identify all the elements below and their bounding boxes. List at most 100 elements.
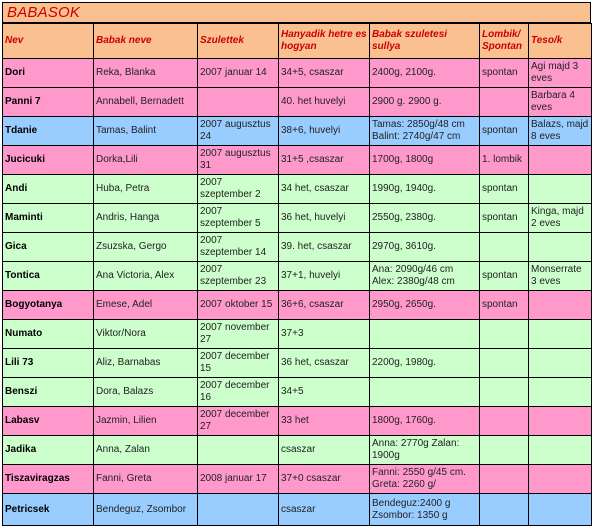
cell-lombik bbox=[479, 377, 529, 407]
cell-teso bbox=[528, 406, 592, 436]
cell-teso bbox=[528, 174, 592, 204]
cell-nev: Panni 7 bbox=[2, 87, 94, 117]
cell-babak-neve: Dorka,Lili bbox=[93, 145, 198, 175]
cell-teso bbox=[528, 319, 592, 349]
table-row: Dori Reka, Blanka 2007 januar 14 34+5, csas… bbox=[2, 58, 592, 88]
cell-szulettek: 2007 augusztus 24 bbox=[197, 116, 279, 146]
cell-suly: Fanni: 2550 g/45 cm. Greta: 2260 g/ bbox=[369, 464, 480, 494]
cell-teso bbox=[528, 377, 592, 407]
cell-babak-neve: Viktor/Nora bbox=[93, 319, 198, 349]
cell-szulettek: 2007 december 15 bbox=[197, 348, 279, 378]
cell-lombik: spontan bbox=[479, 203, 529, 233]
cell-lombik bbox=[479, 319, 529, 349]
cell-babak-neve: Tamas, Balint bbox=[93, 116, 198, 146]
cell-babak-neve: Huba, Petra bbox=[93, 174, 198, 204]
cell-lombik bbox=[479, 87, 529, 117]
cell-het: csaszar bbox=[278, 435, 370, 465]
cell-suly: 2400g, 2100g. bbox=[369, 58, 480, 88]
cell-lombik: spontan bbox=[479, 58, 529, 88]
cell-lombik: spontan bbox=[479, 174, 529, 204]
cell-teso: Barbara 4 eves bbox=[528, 87, 592, 117]
cell-het: 39. het, csaszar bbox=[278, 232, 370, 262]
cell-szulettek: 2007 szeptember 14 bbox=[197, 232, 279, 262]
cell-babak-neve: Emese, Adel bbox=[93, 290, 198, 320]
cell-suly: Tamas: 2850g/48 cm Balint: 2740g/47 cm bbox=[369, 116, 480, 146]
cell-babak-neve: Annabell, Bernadett bbox=[93, 87, 198, 117]
cell-nev: Tdanie bbox=[2, 116, 94, 146]
title-bar: BABASOK bbox=[2, 2, 591, 23]
sheet-title: BABASOK bbox=[7, 4, 81, 21]
cell-teso bbox=[528, 290, 592, 320]
cell-nev: Labasv bbox=[2, 406, 94, 436]
cell-het: 38+6, huvelyi bbox=[278, 116, 370, 146]
cell-nev: Jucicuki bbox=[2, 145, 94, 175]
cell-het: 37+0 csaszar bbox=[278, 464, 370, 494]
cell-nev: Numato bbox=[2, 319, 94, 349]
cell-szulettek: 2007 november 27 bbox=[197, 319, 279, 349]
cell-suly: Bendeguz:2400 g Zsombor: 1350 g bbox=[369, 493, 480, 526]
cell-szulettek bbox=[197, 87, 279, 117]
cell-nev: Maminti bbox=[2, 203, 94, 233]
cell-szulettek: 2007 szeptember 5 bbox=[197, 203, 279, 233]
cell-het: 36+6, csaszar bbox=[278, 290, 370, 320]
cell-lombik: 1. lombik bbox=[479, 145, 529, 175]
cell-nev: Lili 73 bbox=[2, 348, 94, 378]
table-row: Benszi Dora, Balazs 2007 december 16 34+5 bbox=[2, 377, 592, 407]
cell-nev: Gica bbox=[2, 232, 94, 262]
table-row: Tontica Ana Victoria, Alex 2007 szeptember… bbox=[2, 261, 592, 291]
cell-suly: 1990g, 1940g. bbox=[369, 174, 480, 204]
cell-teso: Kinga, majd 2 eves bbox=[528, 203, 592, 233]
cell-szulettek: 2007 december 27 bbox=[197, 406, 279, 436]
cell-teso bbox=[528, 145, 592, 175]
cell-het: 34+5 bbox=[278, 377, 370, 407]
cell-babak-neve: Reka, Blanka bbox=[93, 58, 198, 88]
cell-suly bbox=[369, 377, 480, 407]
table-row: Jadika Anna, Zalan csaszar Anna: 2770g Zala… bbox=[2, 435, 592, 465]
cell-babak-neve: Fanni, Greta bbox=[93, 464, 198, 494]
cell-lombik bbox=[479, 464, 529, 494]
cell-het: 33 het bbox=[278, 406, 370, 436]
cell-babak-neve: Ana Victoria, Alex bbox=[93, 261, 198, 291]
cell-suly: 2200g, 1980g. bbox=[369, 348, 480, 378]
cell-het: csaszar bbox=[278, 493, 370, 526]
cell-lombik bbox=[479, 232, 529, 262]
cell-szulettek: 2007 augusztus 31 bbox=[197, 145, 279, 175]
col-header-suly: Babak szuletesi sullya bbox=[369, 23, 480, 59]
cell-nev: Tiszaviragzas bbox=[2, 464, 94, 494]
cell-het: 34+5, csaszar bbox=[278, 58, 370, 88]
cell-het: 36 het, huvelyi bbox=[278, 203, 370, 233]
cell-teso: Agi majd 3 eves bbox=[528, 58, 592, 88]
cell-nev: Jadika bbox=[2, 435, 94, 465]
cell-suly: 2950g, 2650g. bbox=[369, 290, 480, 320]
cell-nev: Tontica bbox=[2, 261, 94, 291]
table-row: Gica Zsuzska, Gergo 2007 szeptember 14 39. … bbox=[2, 232, 592, 262]
cell-szulettek: 2008 januar 17 bbox=[197, 464, 279, 494]
cell-suly: 1800g, 1760g. bbox=[369, 406, 480, 436]
cell-lombik: spontan bbox=[479, 116, 529, 146]
col-header-hanyadik-het: Hanyadik hetre es hogyan bbox=[278, 23, 370, 59]
cell-babak-neve: Dora, Balazs bbox=[93, 377, 198, 407]
babies-table: Nev Babak neve Szulettek Hanyadik hetre … bbox=[2, 23, 592, 526]
cell-szulettek: 2007 december 16 bbox=[197, 377, 279, 407]
table-row: Petricsek Bendeguz, Zsombor csaszar Bendegu… bbox=[2, 493, 592, 526]
cell-teso bbox=[528, 464, 592, 494]
col-header-szulettek: Szulettek bbox=[197, 23, 279, 59]
cell-het: 40. het huvelyi bbox=[278, 87, 370, 117]
cell-teso: Monserrate 3 eves bbox=[528, 261, 592, 291]
table-row: Jucicuki Dorka,Lili 2007 augusztus 31 31+5 … bbox=[2, 145, 592, 175]
cell-nev: Dori bbox=[2, 58, 94, 88]
cell-nev: Benszi bbox=[2, 377, 94, 407]
cell-szulettek bbox=[197, 435, 279, 465]
cell-babak-neve: Jazmin, Lilien bbox=[93, 406, 198, 436]
table-row: Tdanie Tamas, Balint 2007 augusztus 24 38+6… bbox=[2, 116, 592, 146]
table-row: Lili 73 Aliz, Barnabas 2007 december 15 36 … bbox=[2, 348, 592, 378]
cell-lombik bbox=[479, 435, 529, 465]
cell-babak-neve: Andris, Hanga bbox=[93, 203, 198, 233]
cell-szulettek: 2007 szeptember 23 bbox=[197, 261, 279, 291]
cell-lombik bbox=[479, 493, 529, 526]
cell-suly: 2900 g. 2900 g. bbox=[369, 87, 480, 117]
cell-nev: Petricsek bbox=[2, 493, 94, 526]
cell-suly bbox=[369, 319, 480, 349]
cell-szulettek: 2007 oktober 15 bbox=[197, 290, 279, 320]
col-header-nev: Nev bbox=[2, 23, 94, 59]
